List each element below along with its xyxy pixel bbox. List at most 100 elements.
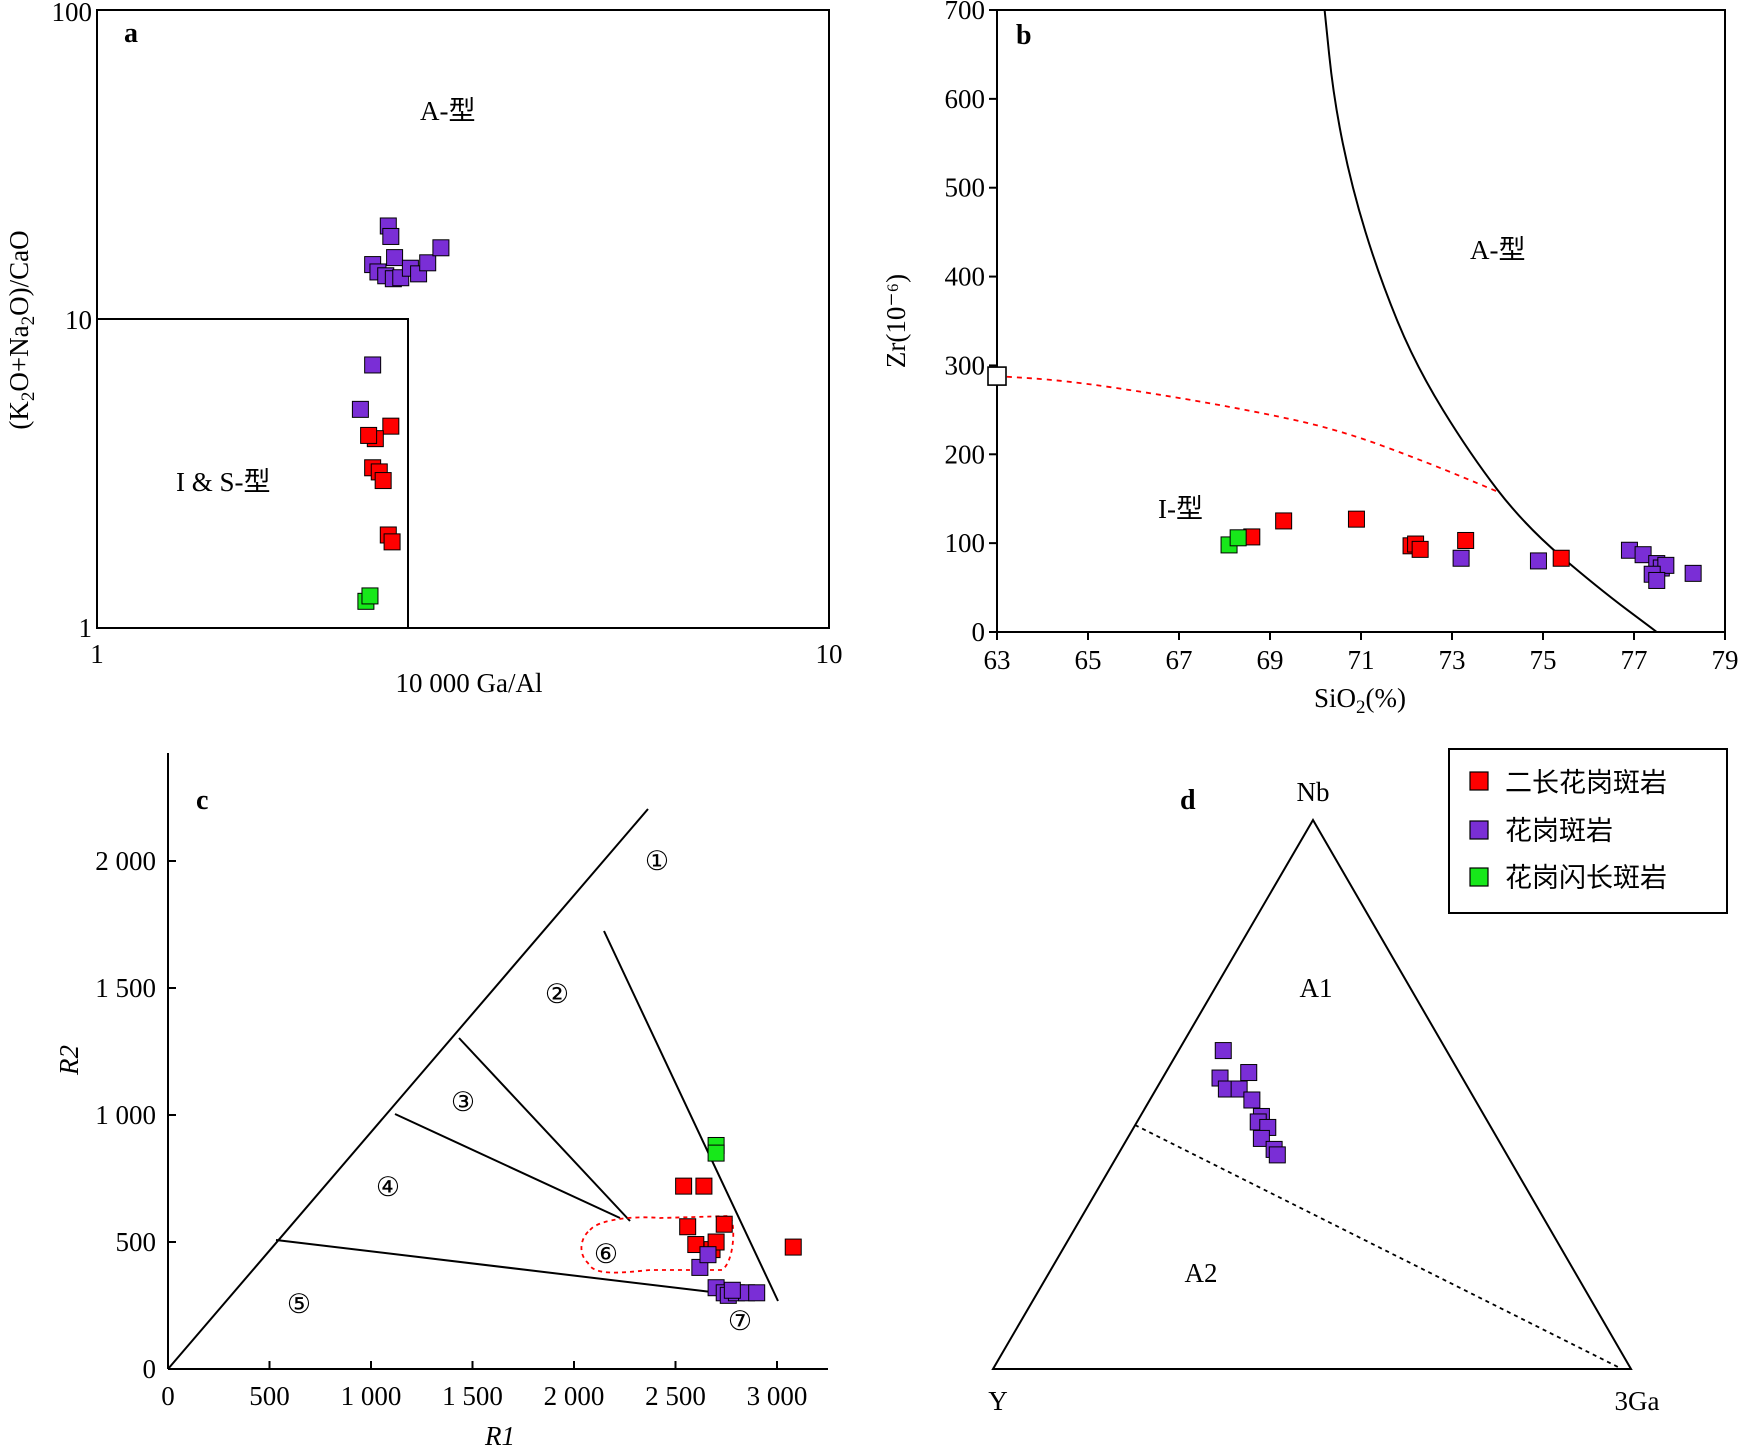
panel-d-vertex-nb: Nb — [1297, 777, 1330, 807]
panel-c-region-5: ⑤ — [287, 1289, 311, 1319]
legend-swatch-3 — [1469, 867, 1489, 887]
panel-c-xtick-label: 1 000 — [341, 1381, 402, 1411]
panel-c-line-5 — [275, 1239, 721, 1294]
panel-b-ytick-label: 100 — [945, 528, 986, 558]
panel-d-letter: d — [1180, 785, 1196, 816]
panel-b-ytick-label: 700 — [945, 0, 986, 25]
panel-b-region-a: A-型 — [1470, 235, 1526, 265]
panel-c-ytick-label: 2 000 — [95, 846, 156, 876]
panel-a-point-s2-13 — [419, 254, 437, 272]
panel-a-xtick-1: 1 — [90, 639, 104, 669]
panel-b: b 63 65 67 69 71 73 75 77 79 0 100 200 300 400 500 600 7… — [881, 0, 1739, 718]
panel-b-ytick-label: 0 — [972, 617, 986, 647]
panel-d-vertex-3ga: 3Ga — [1615, 1386, 1660, 1416]
panel-b-letter: b — [1016, 20, 1032, 51]
panel-b-open-square — [987, 366, 1007, 386]
panel-b-point-s2-2 — [1529, 552, 1547, 570]
panel-b-point-s3-2 — [1229, 529, 1247, 547]
panel-c-region-7: ⑦ — [728, 1306, 752, 1336]
panel-b-ytick-label: 200 — [945, 439, 986, 469]
panel-b-xtick-label: 67 — [1166, 645, 1193, 675]
panel-b-ytick-label: 300 — [945, 350, 986, 380]
panel-b-point-s1-6 — [1411, 540, 1429, 558]
panel-d-dashed-boundary — [1134, 1124, 1623, 1370]
panel-a-point-s1-3 — [360, 426, 378, 444]
panel-d-region-a1: A1 — [1300, 973, 1333, 1003]
panel-a-region-is: I & S-型 — [176, 467, 271, 497]
panel-c-point-s1-8 — [784, 1238, 802, 1256]
panel-c-field-lines — [167, 808, 779, 1370]
panel-d-point-1 — [1240, 1064, 1258, 1082]
panel-b-ticks: 63 65 67 69 71 73 75 77 79 0 100 200 300 400 500 600 700 — [945, 0, 1739, 675]
panel-b-xtick-label: 65 — [1075, 645, 1102, 675]
legend-swatch-2 — [1469, 820, 1489, 840]
panel-a-boundary — [97, 318, 409, 628]
panel-b-xtick-label: 63 — [984, 645, 1011, 675]
panel-d-point-2 — [1214, 1042, 1232, 1060]
panel-c-point-s1-1 — [675, 1177, 693, 1195]
panel-c-region-4: ④ — [376, 1172, 400, 1202]
panel-a-ytick-10: 10 — [65, 305, 92, 335]
panel-c-region-6: ⑥ — [594, 1239, 618, 1269]
panel-c-line-right — [603, 930, 779, 1302]
panel-c-xtick-label: 500 — [249, 1381, 290, 1411]
panel-a-point-s2-2 — [351, 400, 369, 418]
panel-b-point-s2-7 — [1657, 556, 1675, 574]
panel-d-points — [1211, 1042, 1286, 1164]
panel-a-ytick-100: 100 — [52, 0, 93, 27]
panel-c-region-1: ① — [645, 846, 669, 876]
panel-d: d Nb Y 3Ga A1 A2 — [988, 777, 1659, 1416]
panel-c-xlabel: R1 — [484, 1421, 515, 1447]
panel-c-xtick-label: 3 000 — [747, 1381, 808, 1411]
legend-swatch-1 — [1469, 771, 1489, 791]
panel-d-point-10 — [1252, 1129, 1270, 1147]
panel-c-xtick-label: 0 — [161, 1381, 175, 1411]
panel-b-dashed-curve — [996, 375, 1498, 493]
legend: 二长花岗斑岩 花岗斑岩 花岗闪长斑岩 — [1448, 748, 1728, 914]
panel-a-point-s2-1 — [364, 356, 382, 374]
panel-c-xtick-label: 2 500 — [645, 1381, 706, 1411]
panel-b-point-s2-9 — [1648, 571, 1666, 589]
panel-c-ytick-label: 1 000 — [95, 1100, 156, 1130]
panel-c-xtick-label: 1 500 — [442, 1381, 503, 1411]
panel-c-region-labels: ① ② ③ ④ ⑤ ⑥ ⑦ — [287, 846, 752, 1336]
panel-c-point-s2-8 — [748, 1284, 766, 1302]
panel-a-xlabel: 10 000 Ga/Al — [396, 668, 543, 698]
panel-b-xtick-label: 79 — [1712, 645, 1739, 675]
panel-d-point-6 — [1243, 1091, 1261, 1109]
panel-b-boundary-curve — [1323, 9, 1658, 633]
panel-a-point-s3-2 — [361, 587, 379, 605]
panel-b-ytick-label: 400 — [945, 262, 986, 292]
panel-b-point-s1-7 — [1457, 531, 1475, 549]
panel-d-point-12 — [1268, 1146, 1286, 1164]
panel-a-point-s1-1 — [382, 417, 400, 435]
panel-b-xtick-label: 69 — [1257, 645, 1284, 675]
panel-a-ytick-1: 1 — [79, 613, 93, 643]
panel-d-region-a2: A2 — [1185, 1258, 1218, 1288]
panel-d-triangle — [991, 818, 1633, 1370]
panel-c-point-s3-2 — [707, 1144, 725, 1162]
panel-b-point-s1-2 — [1275, 512, 1293, 530]
panel-b-xtick-label: 71 — [1348, 645, 1375, 675]
panel-b-ylabel: Zr(10⁻⁶) — [881, 274, 911, 368]
panel-a-point-s2-9 — [382, 227, 400, 245]
panel-c-line-3 — [458, 1037, 631, 1222]
panel-b-point-s1-3 — [1347, 510, 1365, 528]
panel-a-ylabel: (K2O+Na2O)/CaO — [4, 230, 39, 429]
legend-frame — [1448, 748, 1728, 914]
panel-d-vertex-y: Y — [988, 1386, 1008, 1416]
panel-c-ylabel: R2 — [54, 1045, 84, 1076]
panel-c-field-6-outline — [580, 1215, 735, 1274]
panel-a-point-s2-10 — [386, 249, 404, 267]
legend-label-1: 二长花岗斑岩 — [1505, 768, 1667, 798]
panel-b-ytick-label: 500 — [945, 173, 986, 203]
panel-a-point-s1-8 — [383, 533, 401, 551]
panel-a-letter: a — [124, 18, 138, 49]
panel-b-xlabel: SiO2(%) — [1314, 683, 1406, 718]
panel-b-point-s1-8 — [1552, 549, 1570, 567]
panel-c-line-4 — [394, 1113, 621, 1219]
panel-c-point-s1-3 — [679, 1218, 697, 1236]
panel-b-ytick-label: 600 — [945, 84, 986, 114]
panel-c-point-s2-2 — [699, 1246, 717, 1264]
